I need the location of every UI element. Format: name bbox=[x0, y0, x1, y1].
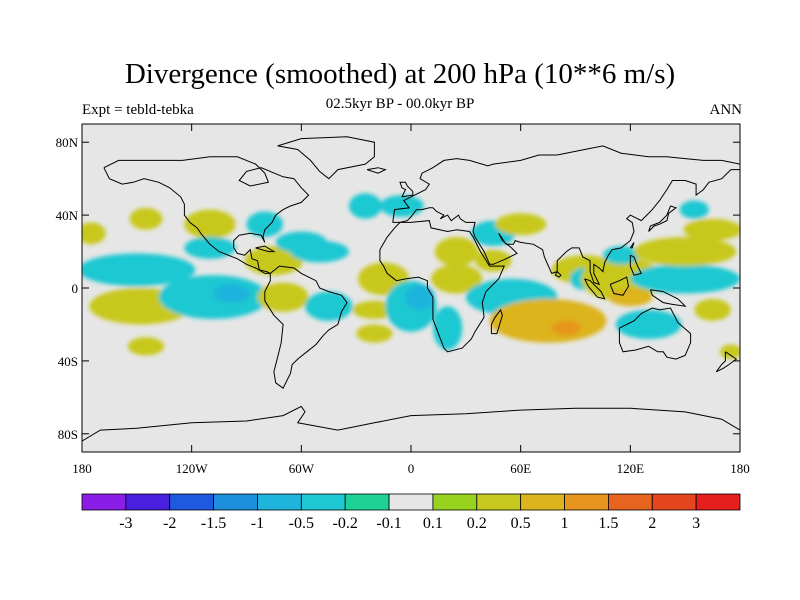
anomaly-region bbox=[257, 282, 309, 312]
map-axes: 80N 40N 0 40S 80S 180 120W 60W 0 60E 120E 180 bbox=[56, 124, 750, 476]
anomaly-region bbox=[82, 222, 106, 245]
colorbar-label: 0.2 bbox=[467, 515, 487, 532]
time-period-label: 02.5kyr BP - 00.0kyr BP bbox=[325, 96, 475, 112]
x-tick-label: 180 bbox=[730, 461, 750, 476]
anomaly-region bbox=[694, 298, 731, 321]
y-tick-label: 0 bbox=[72, 281, 79, 296]
colorbar-label: 2 bbox=[648, 515, 656, 532]
coastline-australia bbox=[618, 307, 692, 360]
x-tick-label: 0 bbox=[408, 461, 415, 476]
colorbar-swatch bbox=[344, 493, 390, 511]
colorbar-swatch bbox=[388, 493, 434, 511]
colorbar-label: -2 bbox=[163, 515, 176, 532]
colorbar-swatch bbox=[125, 493, 171, 511]
colorbar-swatch bbox=[432, 493, 478, 511]
colorbar-label: -0.1 bbox=[376, 515, 401, 532]
anomaly-region bbox=[290, 240, 349, 263]
coastline-sumatra bbox=[584, 278, 606, 300]
colorbar-swatch bbox=[257, 493, 302, 511]
anomaly-region bbox=[474, 249, 512, 272]
coastline-iceland bbox=[366, 167, 387, 174]
coastline-south-america bbox=[264, 265, 348, 389]
coastline-japan bbox=[648, 205, 678, 232]
anomaly-region bbox=[615, 309, 682, 340]
colorbar-swatch bbox=[169, 493, 215, 511]
anomaly-region bbox=[683, 218, 740, 241]
anomaly-region bbox=[158, 275, 269, 319]
anomaly-region bbox=[633, 236, 737, 267]
anomaly-region bbox=[127, 337, 165, 356]
colorbar-label: -0.2 bbox=[333, 515, 358, 532]
anomaly-region bbox=[679, 200, 709, 219]
divergence-field bbox=[82, 193, 740, 360]
coastline-cuba bbox=[255, 245, 276, 253]
colorbar-label: 1 bbox=[561, 515, 569, 532]
coastline-sri-lanka bbox=[554, 271, 562, 278]
colorbar: -3 -2 -1.5 -1 -0.5 -0.2 -0.1 0.1 0.2 0.5 1 1.5 2 3 bbox=[81, 493, 741, 532]
colorbar-swatch bbox=[564, 493, 609, 511]
x-tick-label: 180 bbox=[72, 461, 92, 476]
coastline-greenland bbox=[277, 136, 375, 180]
anomaly-region bbox=[356, 324, 393, 343]
anomaly-region bbox=[495, 213, 547, 236]
anomaly-region bbox=[608, 288, 653, 307]
anomaly-region bbox=[184, 209, 236, 239]
colorbar-label: 3 bbox=[692, 515, 700, 532]
anomaly-region bbox=[489, 298, 607, 343]
coastline-africa bbox=[379, 220, 505, 353]
anomaly-region bbox=[630, 264, 740, 294]
anomaly-region bbox=[213, 284, 251, 303]
colorbar-swatch bbox=[651, 493, 697, 511]
colorbar-swatch bbox=[476, 493, 522, 511]
coastline-borneo bbox=[609, 276, 630, 296]
anomaly-region bbox=[348, 193, 382, 219]
coastline-uk bbox=[399, 181, 414, 198]
colorbar-swatch bbox=[520, 493, 565, 511]
x-tick-label: 120E bbox=[617, 461, 645, 476]
coastline-north-america bbox=[103, 156, 310, 274]
coastlines bbox=[82, 136, 740, 442]
colorbar-swatch bbox=[213, 493, 258, 511]
anomaly-region bbox=[352, 300, 397, 319]
y-tick-label: 40N bbox=[56, 208, 79, 223]
coastline-new-guinea bbox=[649, 289, 687, 307]
anomaly-region bbox=[551, 320, 581, 336]
colorbar-label: -0.5 bbox=[289, 515, 314, 532]
x-tick-label: 120W bbox=[176, 461, 209, 476]
anomaly-region bbox=[82, 253, 196, 287]
colorbar-swatch bbox=[300, 493, 346, 511]
x-tick-label: 60E bbox=[510, 461, 531, 476]
coastline-philippines bbox=[629, 254, 643, 276]
colorbar-label: -1.5 bbox=[201, 515, 226, 532]
coastline-new-zealand bbox=[715, 351, 738, 373]
colorbar-label: -3 bbox=[119, 515, 132, 532]
y-tick-label: 40S bbox=[58, 354, 78, 369]
coastline-madagascar bbox=[490, 308, 503, 335]
colorbar-swatch bbox=[81, 493, 127, 511]
coastline-taiwan bbox=[629, 242, 635, 249]
colorbar-label: 1.5 bbox=[598, 515, 618, 532]
anomaly-region bbox=[719, 344, 740, 360]
colorbar-swatch bbox=[695, 493, 741, 511]
x-tick-label: 60W bbox=[289, 461, 315, 476]
anomaly-region bbox=[129, 207, 163, 230]
anomaly-region bbox=[405, 284, 435, 310]
colorbar-swatch bbox=[608, 493, 653, 511]
experiment-label: Expt = tebld-tebka bbox=[82, 102, 194, 118]
anomaly-region bbox=[434, 236, 479, 267]
colorbar-label: 0.5 bbox=[511, 515, 531, 532]
y-tick-label: 80N bbox=[56, 135, 79, 150]
colorbar-label: -1 bbox=[251, 515, 264, 532]
anomaly-region bbox=[431, 264, 483, 294]
figure-title: Divergence (smoothed) at 200 hPa (10**6 … bbox=[124, 58, 676, 90]
anomaly-region bbox=[432, 306, 463, 350]
colorbar-label: 0.1 bbox=[423, 515, 443, 532]
anomaly-region bbox=[379, 195, 424, 217]
y-tick-label: 80S bbox=[58, 427, 78, 442]
coastline-eurasia bbox=[392, 145, 740, 286]
coastline-antarctica bbox=[82, 405, 740, 442]
season-label: ANN bbox=[709, 102, 743, 118]
